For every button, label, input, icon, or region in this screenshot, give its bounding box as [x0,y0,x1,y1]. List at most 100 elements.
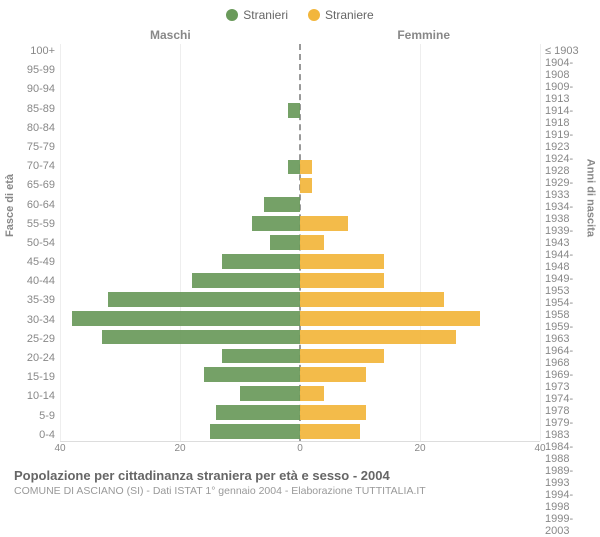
bar-male [252,216,300,231]
pyramid-row [60,290,540,309]
bar-male [288,160,300,175]
pyramid-row [60,384,540,403]
pyramid-row [60,328,540,347]
year-tick: 1969-1973 [545,369,590,393]
age-tick: 85-89 [10,103,55,115]
pyramid-row [60,176,540,195]
bars-container [60,44,540,442]
y-axis-years: ≤ 19031904-19081909-19131914-19181919-19… [540,44,590,442]
year-tick: 1979-1983 [545,417,590,441]
year-tick: 1994-1998 [545,489,590,513]
x-tick: 0 [297,443,303,454]
bar-female [300,311,480,326]
x-tick: 20 [174,443,185,454]
plot-area: Fasce di età 100+95-9990-9485-8980-8475-… [10,44,590,442]
age-tick: 15-19 [10,371,55,383]
chart-title: Popolazione per cittadinanza straniera p… [14,468,586,483]
bar-male [204,367,300,382]
age-tick: 40-44 [10,275,55,287]
year-tick: 1999-2003 [545,513,590,537]
header-female: Femmine [397,28,450,42]
bar-male [288,103,300,118]
year-tick: 1954-1958 [545,297,590,321]
year-tick: 1974-1978 [545,393,590,417]
year-tick: 1944-1948 [545,249,590,273]
bar-female [300,367,366,382]
year-tick: 1949-1953 [545,273,590,297]
year-tick: 1934-1938 [545,201,590,225]
age-tick: 50-54 [10,237,55,249]
pyramid-row [60,309,540,328]
year-tick: 1914-1918 [545,105,590,129]
bar-male [222,349,300,364]
pyramid-row [60,252,540,271]
legend-item: Stranieri [226,8,288,22]
bar-female [300,216,348,231]
age-tick: 0-4 [10,429,55,441]
bar-female [300,349,384,364]
pyramid-chart: Stranieri Straniere Maschi Femmine Fasce … [0,0,600,501]
bar-male [210,424,300,439]
pyramid-row [60,157,540,176]
year-tick: 1929-1933 [545,177,590,201]
bar-female [300,235,324,250]
legend-swatch [308,9,320,21]
legend-item: Straniere [308,8,374,22]
year-tick: 1984-1988 [545,441,590,465]
year-tick: 1919-1923 [545,129,590,153]
age-tick: 25-29 [10,333,55,345]
chart-footer: Popolazione per cittadinanza straniera p… [10,468,590,497]
year-tick: 1959-1963 [545,321,590,345]
bar-female [300,386,324,401]
bar-female [300,160,312,175]
pyramid-row [60,214,540,233]
bar-female [300,178,312,193]
bar-male [240,386,300,401]
age-tick: 35-39 [10,294,55,306]
bar-female [300,273,384,288]
bar-male [216,405,300,420]
age-tick: 10-14 [10,390,55,402]
age-tick: 30-34 [10,314,55,326]
chart-subtitle: COMUNE DI ASCIANO (SI) - Dati ISTAT 1° g… [14,485,586,497]
pyramid-row [60,271,540,290]
year-tick: ≤ 1903 [545,45,590,57]
y-axis-age: 100+95-9990-9485-8980-8475-7970-7465-696… [10,44,60,442]
year-tick: 1924-1928 [545,153,590,177]
legend-label: Stranieri [243,8,288,22]
x-tick: 40 [534,443,545,454]
age-tick: 45-49 [10,256,55,268]
age-tick: 95-99 [10,64,55,76]
age-tick: 65-69 [10,179,55,191]
y-title-right: Anni di nascita [584,159,596,237]
x-axis: 402002040 [60,442,540,458]
bar-male [192,273,300,288]
bar-female [300,405,366,420]
column-headers: Maschi Femmine [10,28,590,44]
pyramid-row [60,233,540,252]
y-title-left: Fasce di età [4,174,16,237]
legend-label: Straniere [325,8,374,22]
bar-male [72,311,300,326]
age-tick: 20-24 [10,352,55,364]
bar-female [300,330,456,345]
bar-male [222,254,300,269]
pyramid-row [60,422,540,441]
bar-male [102,330,300,345]
pyramid-row [60,403,540,422]
age-tick: 90-94 [10,83,55,95]
bar-male [108,292,300,307]
age-tick: 5-9 [10,410,55,422]
year-tick: 1964-1968 [545,345,590,369]
age-tick: 55-59 [10,218,55,230]
bar-female [300,424,360,439]
x-tick: 20 [414,443,425,454]
age-tick: 75-79 [10,141,55,153]
age-tick: 70-74 [10,160,55,172]
header-male: Maschi [150,28,191,42]
legend-swatch [226,9,238,21]
year-tick: 1939-1943 [545,225,590,249]
x-tick: 40 [54,443,65,454]
year-tick: 1989-1993 [545,465,590,489]
pyramid-row [60,365,540,384]
